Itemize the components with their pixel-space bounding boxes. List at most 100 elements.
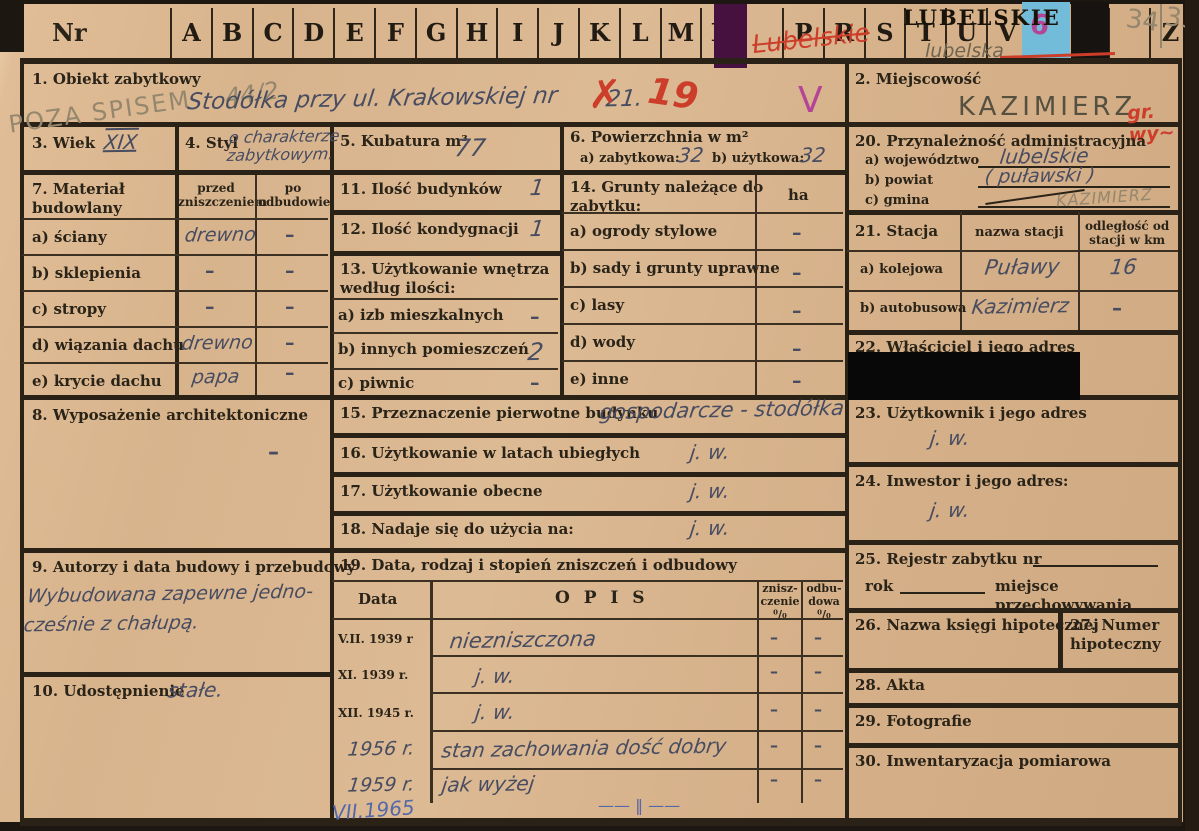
s7-col2-header: po odbudowie <box>258 181 331 210</box>
s21-label: 21. Stacja <box>855 222 939 240</box>
rule <box>562 323 843 325</box>
divider <box>560 122 564 395</box>
alphabet-letter: J <box>539 8 580 58</box>
frame-left <box>20 58 24 822</box>
divider <box>960 212 962 330</box>
s7-row-after: – <box>285 260 295 282</box>
s7-row-label: e) krycie dachu <box>32 372 162 390</box>
s10-label: 10. Udostępnienie <box>32 682 185 700</box>
s25-miejsce-label: miejsce przechowywania <box>995 577 1133 614</box>
s15-label: 15. Przeznaczenie pierwotne budynku <box>340 404 659 422</box>
s10-value: stałe. <box>166 677 225 703</box>
s21-row-label: b) autobusowa <box>860 301 967 316</box>
s20-c-line <box>978 206 1170 208</box>
s21-col-name: nazwa stacji <box>975 225 1064 240</box>
rule <box>22 290 328 292</box>
s19-row-desc: stan zachowania dość dobry <box>440 733 728 763</box>
s17-value: j. w. <box>688 478 732 504</box>
rule <box>562 360 843 362</box>
alphabet-letter: R <box>825 8 866 58</box>
alphabet-letter: H <box>458 8 499 58</box>
rule <box>845 743 1180 748</box>
s13-row-label: c) piwnic <box>338 374 415 392</box>
s7-row-before: – <box>205 296 215 318</box>
s22-label: 22. Właściciel i jego adres <box>855 338 1075 356</box>
alphabet-letter: S <box>866 8 907 58</box>
s11-label: 11. Ilość budynków <box>340 180 502 198</box>
s25-rok-line <box>900 592 985 594</box>
rule <box>22 218 328 220</box>
alphabet-letter: E <box>335 8 376 58</box>
s4-value-handwritten: o charakterze zabytkowym. <box>225 126 341 166</box>
s7-label: 7. Materiał budowlany <box>32 180 125 217</box>
s19-row-date: 1956 r. <box>346 737 416 761</box>
s1-red-number: 19 <box>645 70 701 119</box>
rule <box>845 703 1180 708</box>
s20-a-label: a) województwo <box>865 153 980 168</box>
divider <box>330 122 334 822</box>
s19-row-date: XI. 1939 r. <box>338 668 409 682</box>
s14-row-label: a) ogrody stylowe <box>570 222 718 240</box>
s23-label: 23. Użytkownik i jego adres <box>855 404 1087 422</box>
alphabet-letter: L <box>621 8 662 58</box>
s3-value-handwritten: XIX <box>102 129 139 155</box>
alphabet-letter: B <box>213 8 254 58</box>
s14-row-label: b) sady i grunty uprawne <box>570 259 780 277</box>
s20-b-value: ( puławski ) <box>983 164 1097 188</box>
rule <box>845 540 1180 545</box>
alphabet-letter: A <box>172 8 213 58</box>
divider <box>755 175 757 395</box>
s5-value-handwritten: 77 <box>453 133 488 163</box>
s19-row-d: – <box>770 736 778 755</box>
rule <box>22 326 328 328</box>
s6-a-value: 32 <box>676 142 705 168</box>
purple-ink-block <box>714 4 747 68</box>
rule <box>332 580 843 582</box>
rule <box>845 668 1180 673</box>
s14-row-value: – <box>792 222 802 244</box>
s7-row-before: – <box>205 260 215 282</box>
s7-row-label: a) ściany <box>32 228 107 246</box>
s15-value: gospodarcze - stodółka <box>598 395 846 425</box>
redaction-block <box>848 352 1080 400</box>
s19-row-r: – <box>814 628 822 647</box>
s25-rok-label: rok <box>865 577 894 595</box>
s19-col-desc: O P I S <box>555 588 649 608</box>
s21-row-name: Kazimierz <box>970 293 1071 319</box>
rule <box>22 254 328 256</box>
s17-label: 17. Użytkowanie obecne <box>340 482 543 500</box>
s27-label: 27. Numer hipoteczny <box>1070 616 1161 653</box>
s16-value: j. w. <box>688 439 732 465</box>
s7-row-label: c) stropy <box>32 300 106 318</box>
alphabet-letter: G <box>417 8 458 58</box>
s25-nr-line <box>1033 565 1158 567</box>
s7-row-after: – <box>285 332 295 354</box>
rule <box>332 368 558 370</box>
rule <box>430 655 843 657</box>
divider <box>255 175 257 395</box>
alphabet-letter <box>1070 8 1111 58</box>
s1-check-mark: V <box>798 80 823 121</box>
rule <box>847 250 1178 252</box>
rule <box>20 395 1180 400</box>
alphabet-letter <box>743 8 784 58</box>
rule <box>847 290 1178 292</box>
voivodeship-stamp: LUBELSKIE <box>903 5 1061 30</box>
s19-label: 19. Data, rodzaj i stopień zniszczeń i o… <box>340 556 737 574</box>
rule <box>332 298 558 300</box>
divider <box>801 580 803 803</box>
s20-b-label: b) powiat <box>865 173 934 188</box>
s19-col-date: Data <box>358 590 398 608</box>
s19-row-r: – <box>814 770 822 789</box>
alphabet-letter <box>1110 8 1152 58</box>
s7-row-before: papa <box>190 365 241 389</box>
s6-b-label: b) użytkowa: <box>712 151 805 166</box>
rule <box>562 212 843 214</box>
s6-a-label: a) zabytkowa: <box>580 151 680 166</box>
s19-row-desc: j. w. <box>473 663 517 689</box>
s1-red-cross-icon: ✗ <box>588 72 622 118</box>
rule <box>20 672 330 677</box>
rule <box>20 122 1180 127</box>
s9-value: Wybudowana zapewne jedno- cześnie z chał… <box>22 580 315 636</box>
